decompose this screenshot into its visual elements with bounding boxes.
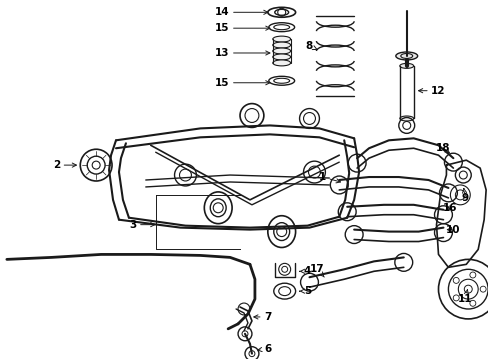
Ellipse shape — [400, 63, 414, 68]
Ellipse shape — [273, 54, 291, 60]
Text: 15: 15 — [215, 23, 270, 33]
Ellipse shape — [396, 52, 417, 60]
Text: 12: 12 — [418, 86, 446, 96]
Text: 11: 11 — [458, 290, 472, 304]
Text: 2: 2 — [53, 160, 76, 170]
Ellipse shape — [273, 42, 291, 48]
Ellipse shape — [273, 36, 291, 42]
Text: 5: 5 — [300, 286, 311, 296]
Ellipse shape — [273, 60, 291, 66]
Text: 10: 10 — [446, 225, 461, 235]
Ellipse shape — [400, 116, 414, 121]
Text: 14: 14 — [215, 7, 268, 17]
Text: 13: 13 — [215, 48, 270, 58]
Ellipse shape — [273, 48, 291, 54]
Text: 7: 7 — [254, 312, 271, 322]
Text: 17: 17 — [310, 264, 325, 277]
Text: 9: 9 — [462, 189, 469, 203]
Text: 3: 3 — [129, 220, 155, 230]
Text: 15: 15 — [215, 78, 270, 88]
Text: 16: 16 — [443, 203, 458, 213]
Text: 4: 4 — [300, 266, 311, 276]
Text: 8: 8 — [306, 41, 318, 51]
Text: 18: 18 — [436, 143, 451, 153]
Text: 1: 1 — [319, 172, 341, 183]
Text: 6: 6 — [258, 344, 271, 354]
